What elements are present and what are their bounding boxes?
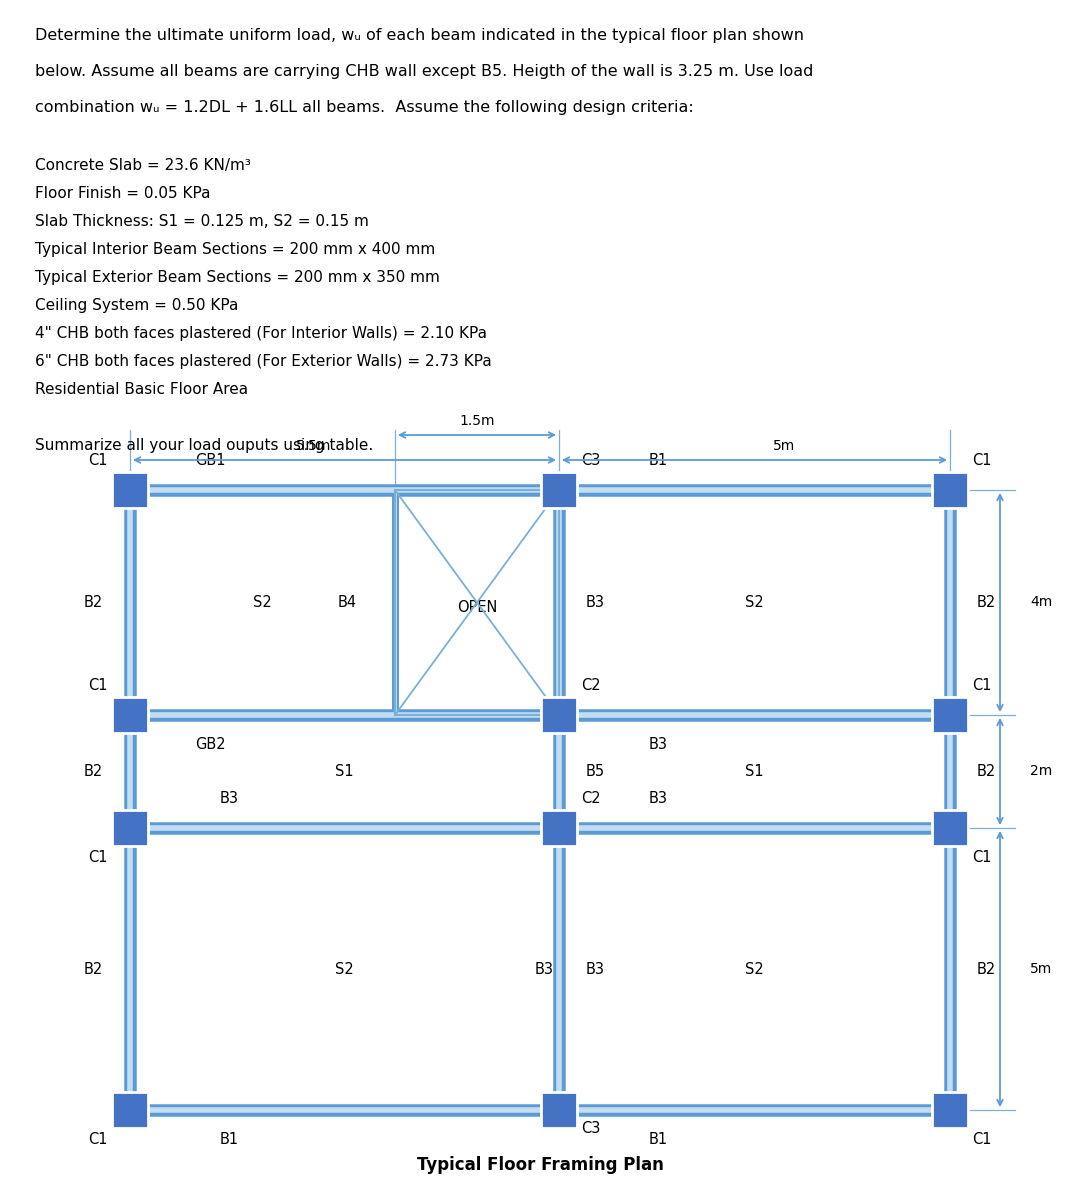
Text: S1: S1 bbox=[745, 764, 764, 778]
Text: C1: C1 bbox=[89, 678, 108, 693]
Text: C1: C1 bbox=[972, 1132, 991, 1147]
Text: GB1: GB1 bbox=[195, 453, 226, 468]
Bar bbox=[112, 472, 148, 507]
Text: B3: B3 bbox=[586, 595, 605, 610]
Text: S2: S2 bbox=[253, 595, 271, 610]
Text: 6" CHB both faces plastered (For Exterior Walls) = 2.73 KPa: 6" CHB both faces plastered (For Exterio… bbox=[35, 353, 491, 369]
Bar bbox=[932, 1093, 968, 1128]
Bar bbox=[932, 697, 968, 733]
Bar bbox=[395, 490, 559, 715]
Text: B2: B2 bbox=[84, 764, 103, 778]
Text: C1: C1 bbox=[972, 453, 991, 468]
Bar bbox=[112, 697, 148, 733]
Text: C1: C1 bbox=[972, 850, 991, 864]
Text: 1.5m: 1.5m bbox=[459, 414, 495, 427]
Text: C2: C2 bbox=[581, 790, 600, 806]
Text: C1: C1 bbox=[89, 1132, 108, 1147]
Bar bbox=[541, 1093, 577, 1128]
Text: B2: B2 bbox=[84, 595, 103, 610]
Text: B1: B1 bbox=[220, 1132, 239, 1147]
Text: S2: S2 bbox=[744, 961, 764, 977]
Text: B3: B3 bbox=[649, 737, 669, 752]
Bar bbox=[541, 697, 577, 733]
Text: S2: S2 bbox=[744, 595, 764, 610]
Text: Typical Interior Beam Sections = 200 mm x 400 mm: Typical Interior Beam Sections = 200 mm … bbox=[35, 242, 435, 257]
Text: B2: B2 bbox=[84, 961, 103, 977]
Text: GB2: GB2 bbox=[195, 737, 226, 752]
Text: OPEN: OPEN bbox=[457, 601, 497, 615]
Bar bbox=[932, 810, 968, 847]
Text: combination wᵤ = 1.2DL + 1.6LL all beams.  Assume the following design criteria:: combination wᵤ = 1.2DL + 1.6LL all beams… bbox=[35, 100, 693, 115]
Text: Floor Finish = 0.05 KPa: Floor Finish = 0.05 KPa bbox=[35, 186, 211, 201]
Text: 5.5m: 5.5m bbox=[296, 439, 332, 453]
Text: B2: B2 bbox=[977, 764, 996, 778]
Text: Summarize all your load ouputs using table.: Summarize all your load ouputs using tab… bbox=[35, 438, 374, 453]
Text: S2: S2 bbox=[335, 961, 353, 977]
Text: B1: B1 bbox=[649, 453, 669, 468]
Text: 4m: 4m bbox=[1030, 595, 1052, 609]
Text: Residential Basic Floor Area: Residential Basic Floor Area bbox=[35, 382, 248, 396]
Text: B2: B2 bbox=[977, 961, 996, 977]
Text: 5m: 5m bbox=[773, 439, 795, 453]
Text: 2m: 2m bbox=[1030, 764, 1052, 778]
Text: 5m: 5m bbox=[1030, 962, 1052, 975]
Text: B3: B3 bbox=[586, 961, 605, 977]
Text: Slab Thickness: S1 = 0.125 m, S2 = 0.15 m: Slab Thickness: S1 = 0.125 m, S2 = 0.15 … bbox=[35, 214, 369, 229]
Text: C1: C1 bbox=[89, 850, 108, 864]
Text: B2: B2 bbox=[977, 595, 996, 610]
Text: B3: B3 bbox=[535, 961, 554, 977]
Text: 4" CHB both faces plastered (For Interior Walls) = 2.10 KPa: 4" CHB both faces plastered (For Interio… bbox=[35, 326, 487, 341]
Bar bbox=[541, 810, 577, 847]
Text: Ceiling System = 0.50 KPa: Ceiling System = 0.50 KPa bbox=[35, 298, 239, 313]
Bar bbox=[932, 472, 968, 507]
Text: B3: B3 bbox=[649, 790, 669, 806]
Text: B3: B3 bbox=[220, 790, 239, 806]
Bar bbox=[112, 1093, 148, 1128]
Text: C3: C3 bbox=[581, 1121, 600, 1135]
Text: B1: B1 bbox=[649, 1132, 669, 1147]
Text: Determine the ultimate uniform load, wᵤ of each beam indicated in the typical fl: Determine the ultimate uniform load, wᵤ … bbox=[35, 27, 804, 43]
Text: below. Assume all beams are carrying CHB wall except B5. Heigth of the wall is 3: below. Assume all beams are carrying CHB… bbox=[35, 64, 813, 79]
Bar bbox=[112, 810, 148, 847]
Text: S1: S1 bbox=[335, 764, 353, 778]
Text: Typical Floor Framing Plan: Typical Floor Framing Plan bbox=[417, 1156, 663, 1174]
Text: Concrete Slab = 23.6 KN/m³: Concrete Slab = 23.6 KN/m³ bbox=[35, 158, 251, 173]
Text: C1: C1 bbox=[972, 678, 991, 693]
Text: C3: C3 bbox=[581, 453, 600, 468]
Bar bbox=[541, 472, 577, 507]
Text: C1: C1 bbox=[89, 453, 108, 468]
Text: B5: B5 bbox=[586, 764, 605, 778]
Text: C2: C2 bbox=[581, 678, 600, 693]
Text: Typical Exterior Beam Sections = 200 mm x 350 mm: Typical Exterior Beam Sections = 200 mm … bbox=[35, 270, 440, 285]
Text: B4: B4 bbox=[338, 595, 357, 610]
